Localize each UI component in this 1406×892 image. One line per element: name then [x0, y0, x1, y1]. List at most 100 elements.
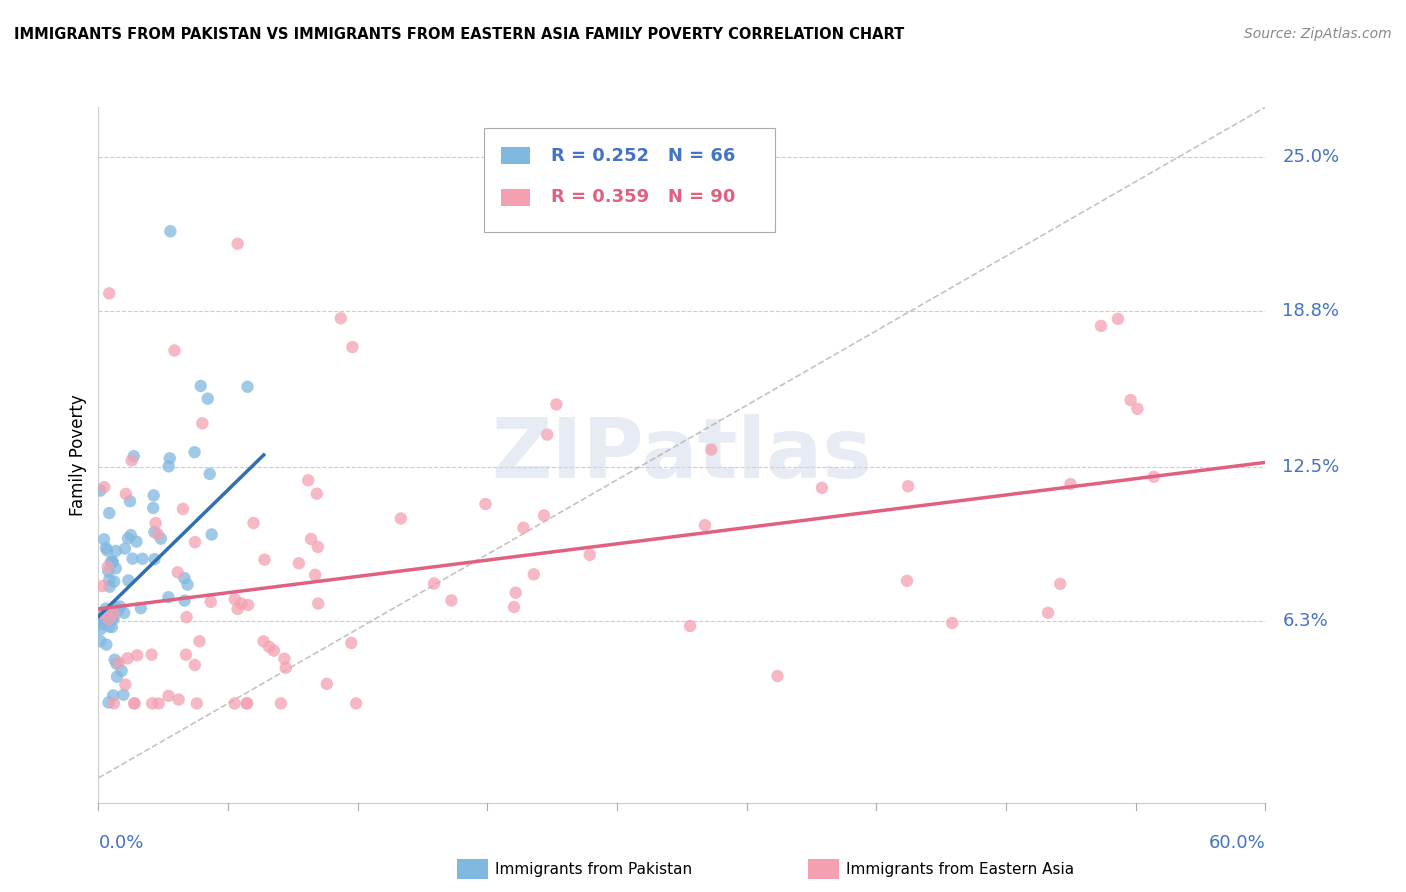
Point: [1036, 606, 1059, 620]
Point: [93, 480, 115, 494]
Point: [344, 697, 367, 711]
Point: [172, 502, 194, 516]
Point: [536, 427, 558, 442]
Point: [112, 688, 135, 702]
Point: [231, 597, 253, 611]
Point: [186, 697, 208, 711]
Point: [423, 576, 446, 591]
Point: [96, 638, 118, 652]
Point: [505, 585, 527, 599]
Point: [236, 380, 259, 394]
Point: [766, 669, 789, 683]
Text: R = 0.359   N = 90: R = 0.359 N = 90: [551, 188, 735, 206]
Point: [389, 511, 412, 525]
Point: [124, 697, 146, 711]
Point: [117, 651, 139, 665]
Text: Immigrants from Eastern Asia: Immigrants from Eastern Asia: [846, 863, 1074, 877]
Point: [546, 397, 568, 411]
Point: [941, 615, 963, 630]
Point: [91, 579, 114, 593]
Point: [176, 577, 198, 591]
Point: [103, 612, 125, 626]
Point: [288, 556, 311, 570]
Point: [1126, 401, 1149, 416]
Point: [157, 689, 180, 703]
Point: [1090, 318, 1112, 333]
Point: [307, 597, 329, 611]
Text: Immigrants from Pakistan: Immigrants from Pakistan: [495, 863, 692, 877]
Point: [97, 612, 120, 626]
Point: [1049, 577, 1071, 591]
Point: [159, 451, 181, 466]
Point: [98, 619, 121, 633]
Point: [1059, 477, 1081, 491]
Point: [224, 592, 246, 607]
Point: [191, 417, 214, 431]
Point: [141, 648, 163, 662]
Point: [157, 591, 180, 605]
Point: [90, 606, 112, 620]
Point: [503, 600, 526, 615]
Point: [98, 506, 121, 520]
Point: [270, 697, 292, 711]
Point: [120, 528, 142, 542]
Point: [307, 540, 329, 554]
Point: [96, 543, 118, 558]
Point: [121, 453, 143, 467]
Point: [198, 467, 221, 481]
Point: [274, 661, 297, 675]
Point: [176, 610, 198, 624]
Point: [236, 697, 259, 711]
Point: [101, 610, 124, 624]
Point: [98, 286, 121, 301]
Point: [297, 473, 319, 487]
Bar: [501, 147, 530, 164]
Point: [131, 551, 153, 566]
Point: [253, 552, 276, 566]
Point: [142, 488, 165, 502]
Point: [114, 541, 136, 556]
Text: 25.0%: 25.0%: [1282, 148, 1340, 166]
Point: [141, 697, 163, 711]
Point: [89, 483, 111, 498]
Text: R = 0.252   N = 66: R = 0.252 N = 66: [551, 147, 735, 165]
Point: [93, 608, 115, 623]
Point: [104, 653, 127, 667]
Point: [700, 442, 723, 457]
Point: [91, 605, 114, 619]
Point: [129, 601, 152, 615]
Point: [252, 634, 274, 648]
Point: [103, 574, 125, 589]
Point: [184, 535, 207, 549]
Text: 60.0%: 60.0%: [1209, 834, 1265, 852]
Point: [342, 340, 364, 354]
Point: [125, 648, 148, 663]
Bar: [501, 189, 530, 206]
Point: [107, 604, 129, 618]
Point: [257, 640, 280, 654]
Point: [236, 598, 259, 612]
Point: [693, 518, 716, 533]
Point: [1143, 470, 1166, 484]
Point: [115, 487, 138, 501]
Point: [94, 601, 117, 615]
Point: [329, 311, 352, 326]
Point: [197, 392, 219, 406]
Point: [118, 494, 141, 508]
Point: [93, 613, 115, 627]
Point: [110, 664, 132, 678]
Point: [104, 561, 127, 575]
Point: [100, 555, 122, 569]
Point: [98, 580, 121, 594]
Point: [117, 574, 139, 588]
Point: [146, 527, 169, 541]
Point: [273, 651, 295, 665]
Point: [125, 534, 148, 549]
Point: [299, 532, 322, 546]
Point: [340, 636, 363, 650]
Point: [121, 551, 143, 566]
Point: [108, 599, 131, 614]
Text: 12.5%: 12.5%: [1282, 458, 1340, 476]
Point: [122, 697, 145, 711]
Text: Source: ZipAtlas.com: Source: ZipAtlas.com: [1244, 27, 1392, 41]
